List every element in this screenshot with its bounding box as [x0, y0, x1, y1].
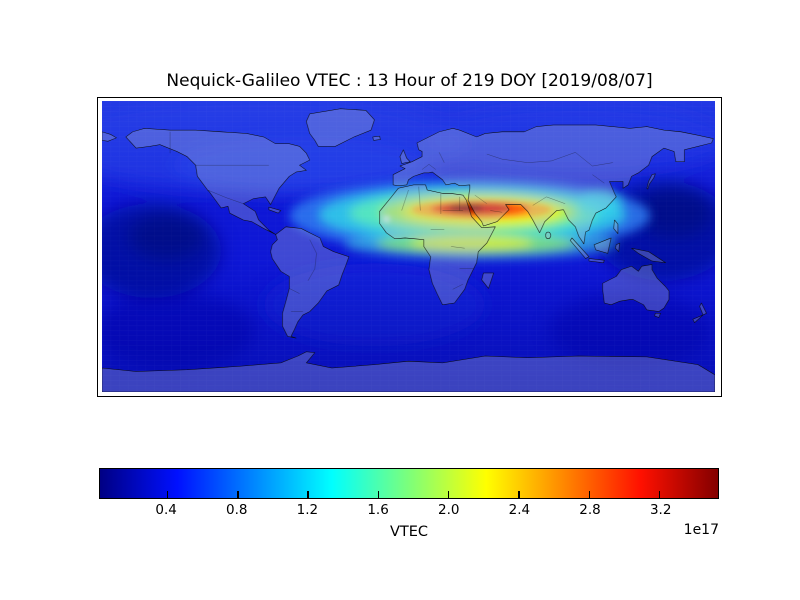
world-map [102, 101, 715, 392]
colorbar-tick-label: 1.6 [367, 502, 389, 518]
continent-antarctica [102, 351, 715, 392]
colorbar-tick-mark [237, 490, 239, 498]
colorbar [99, 468, 719, 499]
island-britain [399, 149, 411, 164]
island-greenland [306, 108, 375, 147]
continent-north-america [125, 128, 310, 235]
colorbar-tick-label: 0.8 [226, 502, 248, 518]
island-borneo [593, 237, 612, 254]
colorbar-tick-label: 3.2 [649, 502, 672, 518]
colorbar-gradient [100, 469, 718, 498]
continent-africa [379, 184, 496, 305]
colorbar-offset-text: 1e17 [683, 522, 719, 538]
map-axes [97, 97, 722, 397]
island-japan [646, 173, 656, 190]
island-philippines [613, 219, 619, 234]
island-iceland [372, 135, 381, 141]
island-sumatra [570, 237, 590, 259]
colorbar-tick-mark [166, 490, 169, 498]
colorbar-axis-label: VTEC [389, 524, 429, 540]
pixel-grid-texture [102, 101, 715, 392]
island-sulawesi [615, 242, 620, 252]
peninsula-chukotka [102, 131, 117, 142]
colorbar-tick-label: 0.4 [155, 502, 177, 518]
island-java [588, 258, 605, 264]
island-tasmania [654, 313, 661, 318]
island-sri-lanka [545, 231, 551, 240]
landmasses [102, 108, 715, 392]
colorbar-tick-label: 2.0 [437, 502, 460, 518]
colorbar-tick-mark [448, 490, 450, 498]
colorbar-tick-label: 2.4 [508, 502, 531, 518]
continent-south-america [270, 226, 350, 339]
island-new-guinea [631, 247, 666, 264]
chart-title: Nequick-Galileo VTEC : 13 Hour of 219 DO… [166, 71, 653, 91]
colorbar-tick-mark [588, 490, 591, 498]
island-madagascar [481, 272, 494, 289]
colorbar-tick-mark [658, 490, 661, 498]
island-new-zealand-south [692, 314, 704, 323]
continent-eurasia [392, 124, 714, 245]
country-borders [169, 131, 613, 312]
colorbar-tick-label: 1.2 [296, 502, 319, 518]
colorbar-tick-mark [518, 490, 520, 498]
island-cuba [268, 206, 282, 214]
colorbar-tick-mark [307, 490, 309, 498]
colorbar-tick-mark [377, 490, 380, 498]
colorbar-tick-label: 2.8 [579, 502, 601, 518]
continent-australia [602, 264, 670, 312]
